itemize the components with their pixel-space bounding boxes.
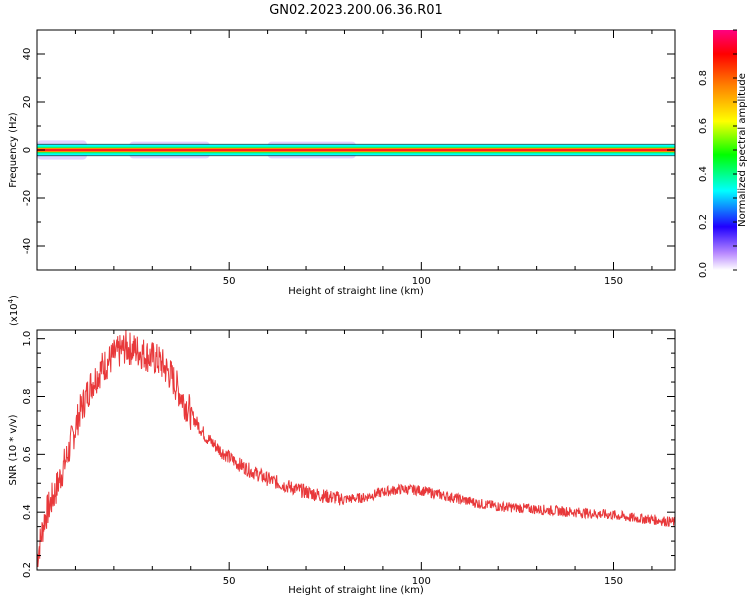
snr-x-axis-label: Height of straight line (km) xyxy=(288,585,424,596)
colorbar-tick-label: 0.6 xyxy=(698,118,709,134)
figure-title: GN02.2023.200.06.36.R01 xyxy=(269,3,443,18)
spectrogram-x-ticks: 50 100 150 xyxy=(74,30,653,287)
colorbar-tick-label: 0.8 xyxy=(698,70,709,86)
snr-x-tick-label: 150 xyxy=(604,576,623,587)
snr-scale-exponent: 4 xyxy=(7,298,15,303)
colorbar: 0.0 0.2 0.4 0.6 0.8 Normalized spectral ampl… xyxy=(698,29,748,278)
spectrogram-ridge-band xyxy=(37,148,675,152)
spectrogram-y-tick-label: 20 xyxy=(22,96,33,109)
spectrogram-y-tick-label: 40 xyxy=(22,48,33,61)
spectrogram-x-axis-label: Height of straight line (km) xyxy=(288,286,424,297)
snr-y-tick-label: 0.8 xyxy=(22,389,33,405)
snr-y-tick-label: 0.4 xyxy=(22,504,33,520)
spectrogram-x-tick-label: 150 xyxy=(604,276,623,287)
colorbar-tick-label: 0.2 xyxy=(698,214,709,230)
spectrogram-y-axis-label: Frequency (Hz) xyxy=(8,112,19,188)
snr-scale-prefix: (x10 xyxy=(9,303,20,326)
spectrogram-y-tick-label: -40 xyxy=(22,238,33,254)
snr-y-tick-label: 0.2 xyxy=(22,562,33,578)
spectrogram-y-ticks: 40 20 0 -20 -40 xyxy=(22,48,675,254)
snr-y-axis-label: SNR (10 * v/v) xyxy=(8,414,19,485)
spectrogram-x-tick-label: 100 xyxy=(412,276,431,287)
colorbar-tick-label: 0.0 xyxy=(698,262,709,278)
colorbar-ticks: 0.0 0.2 0.4 0.6 0.8 xyxy=(698,29,737,278)
spectrogram-x-tick-label: 50 xyxy=(223,276,236,287)
spectrogram-y-tick-label: -20 xyxy=(22,190,33,206)
snr-y-tick-label: 1.0 xyxy=(22,331,33,347)
snr-panel: 50 100 150 0.2 0.4 0.6 0.8 1.0 Height of strai… xyxy=(7,295,676,596)
colorbar-tick-label: 0.4 xyxy=(698,166,709,182)
snr-scale-label: (x104) xyxy=(7,295,20,326)
spectrogram-y-tick-label: 0 xyxy=(22,147,33,153)
spectrogram-panel: 50 100 150 40 20 0 -20 -40 Height of straight … xyxy=(8,29,676,297)
snr-x-tick-label: 50 xyxy=(223,576,236,587)
snr-x-ticks: 50 100 150 xyxy=(74,330,653,587)
snr-x-tick-label: 100 xyxy=(412,576,431,587)
snr-series-line xyxy=(37,330,675,568)
spectrogram-marks xyxy=(37,140,675,160)
colorbar-label: Normalized spectral amplitude xyxy=(737,73,748,227)
snr-y-tick-label: 0.6 xyxy=(22,446,33,462)
snr-scale-suffix: ) xyxy=(9,295,20,299)
snr-y-ticks: 0.2 0.4 0.6 0.8 1.0 xyxy=(22,331,675,578)
snr-frame xyxy=(36,329,676,571)
